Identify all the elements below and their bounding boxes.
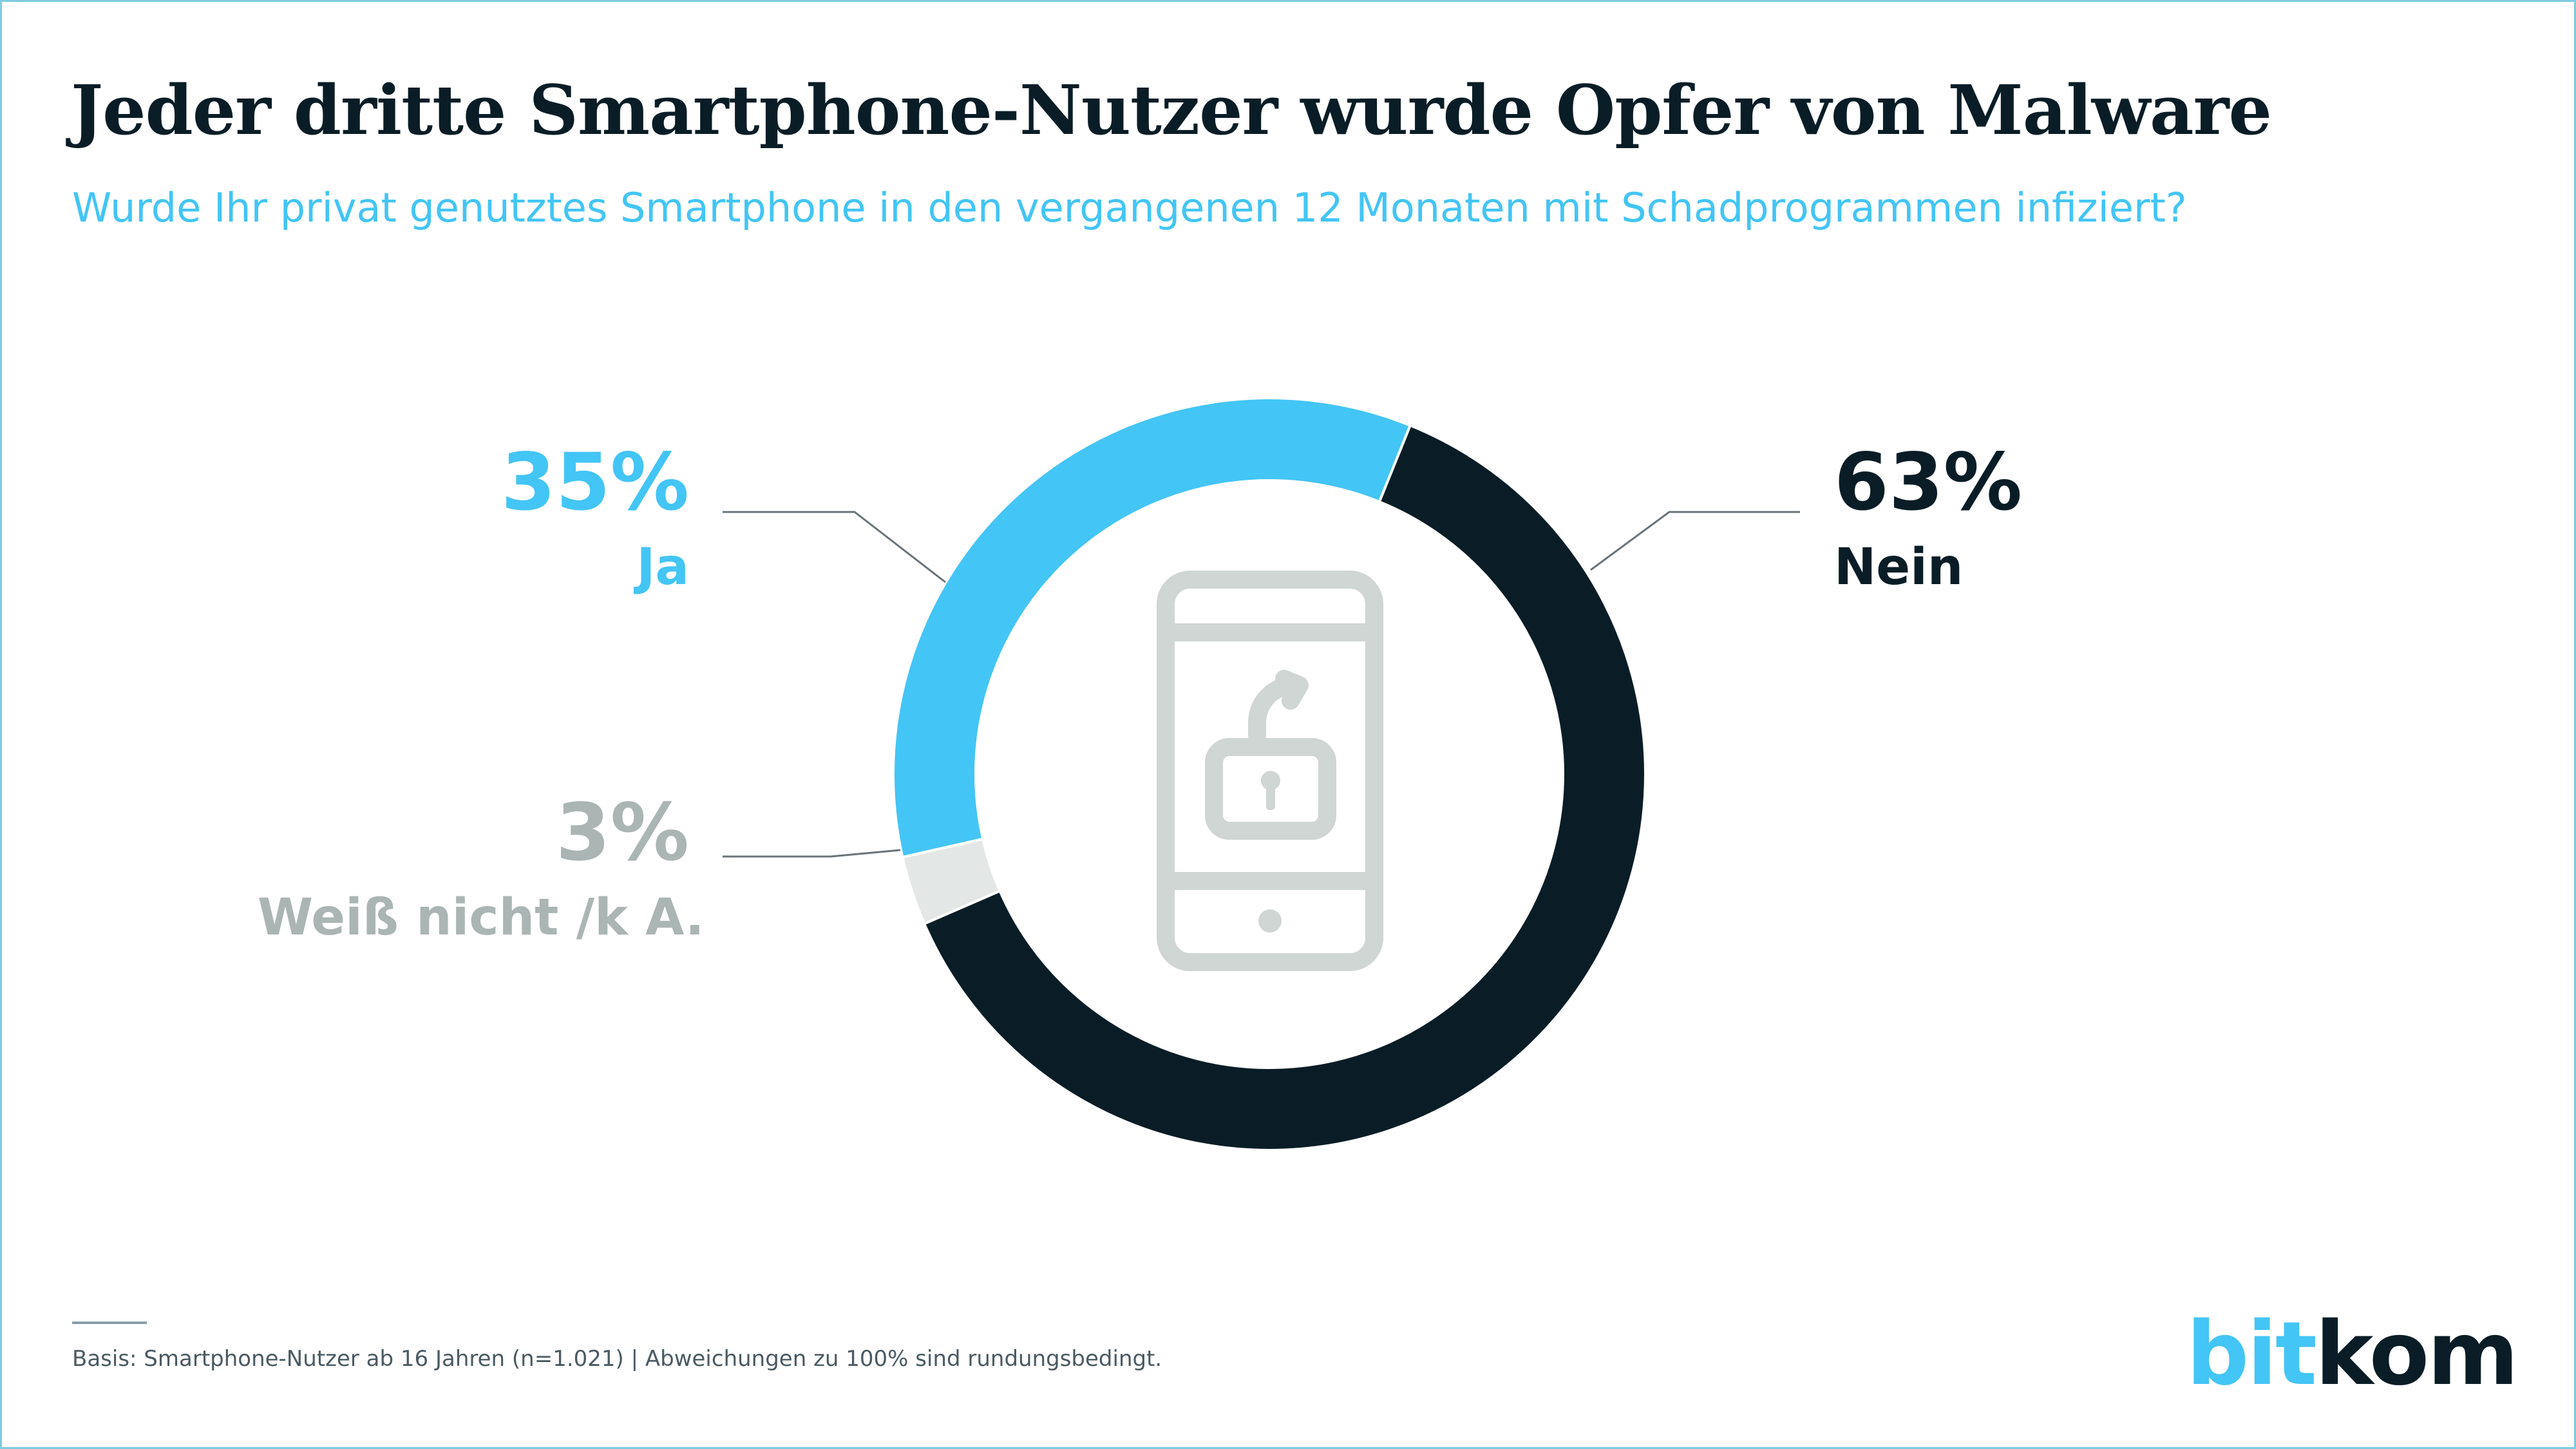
label-ja-category: Ja [636,538,689,596]
home-button [1258,909,1282,933]
bitkom-logo: bitkom [2186,1311,2519,1398]
label-weiss-nicht: 3% Weiß nicht /k A. [258,787,705,947]
logo-part-kom: kom [2315,1303,2519,1405]
label-nein-percent: 63% [1834,437,2023,528]
smartphone-unlocked-icon [1157,571,1383,971]
donut-slice-ja [892,397,1412,859]
label-weiss-nicht-category: Weiß nicht /k A. [258,889,705,947]
lock-keyhole [1261,771,1280,790]
label-nein: 63% Nein [1834,443,2022,592]
label-nein-category: Nein [1834,538,1964,596]
footer-divider [72,1321,147,1324]
donut-slices [892,397,1647,1151]
leader-line-nein [1590,511,1800,571]
leader-line-wn [723,849,901,858]
lock-keyhole-slot [1266,782,1275,810]
footnote: Basis: Smartphone-Nutzer ab 16 Jahren (n… [72,1346,1162,1372]
chart-title: Jeder dritte Smartphone-Nutzer wurde Opf… [71,70,2272,150]
label-ja-percent: 35% [500,437,689,528]
logo-part-bit: bit [2186,1303,2317,1405]
donut-slice-nein [922,423,1647,1151]
label-weiss-nicht-percent: 3% [555,787,689,878]
chart-subtitle: Wurde Ihr privat genutztes Smartphone in… [72,184,2187,231]
label-ja: 35% Ja [451,443,689,592]
leader-line-ja [723,511,946,583]
